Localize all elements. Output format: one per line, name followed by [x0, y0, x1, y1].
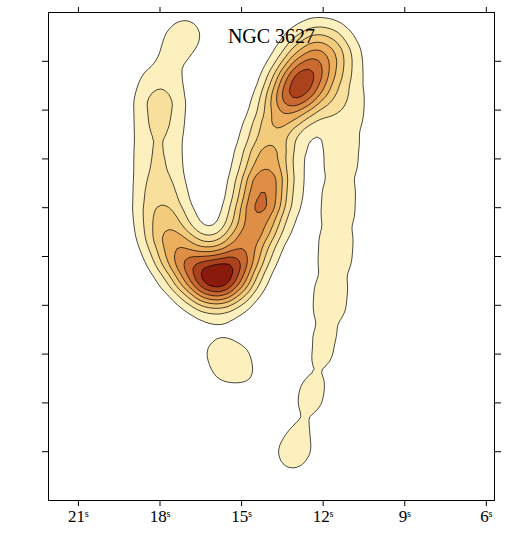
svg-text:9ˢ: 9ˢ — [399, 507, 412, 526]
svg-text:21ˢ: 21ˢ — [68, 507, 89, 526]
svg-text:18ˢ: 18ˢ — [150, 507, 171, 526]
svg-text:6ˢ: 6ˢ — [480, 507, 493, 526]
svg-text:15ˢ: 15ˢ — [231, 507, 252, 526]
svg-text:12ˢ: 12ˢ — [313, 507, 334, 526]
svg-text:NGC 3627: NGC 3627 — [228, 25, 315, 47]
